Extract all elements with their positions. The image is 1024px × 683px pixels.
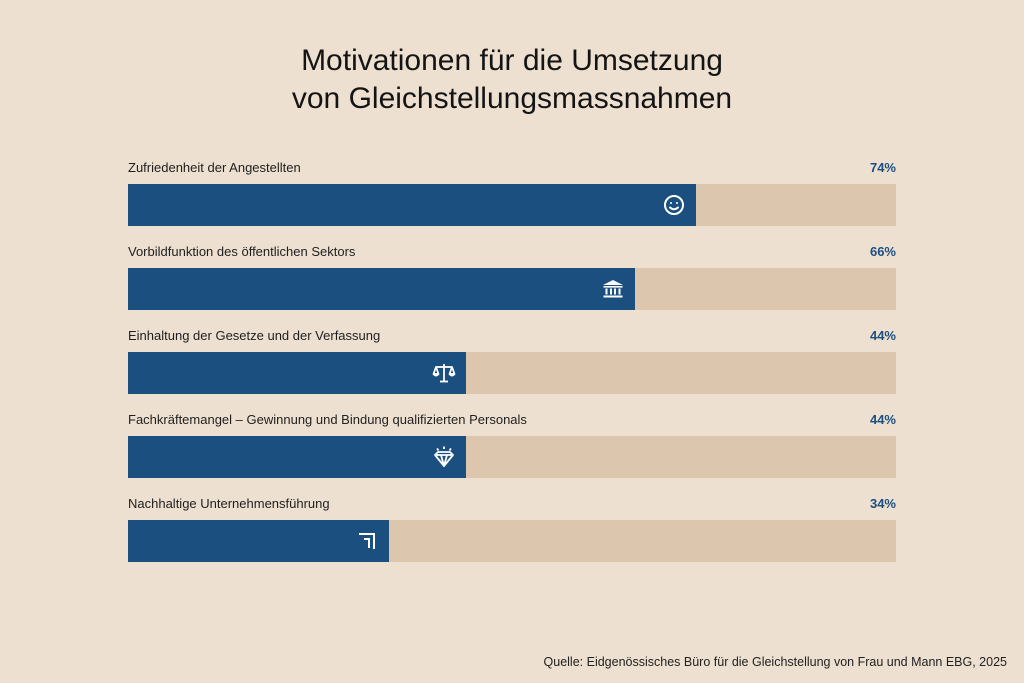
bar-value-label: 34% xyxy=(869,496,896,511)
bar-value-label: 66% xyxy=(869,244,896,259)
source-note: Quelle: Eidgenössisches Büro für die Gle… xyxy=(543,655,1007,669)
bar-fill xyxy=(128,520,389,562)
bar-fill xyxy=(128,184,696,226)
bar-value-label: 44% xyxy=(869,328,896,343)
bar-category-label: Vorbildfunktion des öffentlichen Sektors xyxy=(128,244,356,259)
scales-icon xyxy=(432,361,456,385)
government-building-icon xyxy=(601,277,625,301)
smiley-icon xyxy=(662,193,686,217)
bar-fill xyxy=(128,352,466,394)
bar-value-label: 74% xyxy=(869,160,896,175)
bar-row: Zufriedenheit der Angestellten 74% xyxy=(128,160,896,244)
bar-track xyxy=(128,520,896,562)
bar-category-label: Nachhaltige Unternehmensführung xyxy=(128,496,330,511)
bar-category-label: Einhaltung der Gesetze und der Verfassun… xyxy=(128,328,381,343)
bar-row: Einhaltung der Gesetze und der Verfassun… xyxy=(128,328,896,412)
chart-title: Motivationen für die Umsetzung von Gleic… xyxy=(0,42,1024,118)
chart-title-line-2: von Gleichstellungsmassnahmen xyxy=(291,82,733,115)
bar-track xyxy=(128,352,896,394)
bar-fill xyxy=(128,436,466,478)
bar-row: Vorbildfunktion des öffentlichen Sektors… xyxy=(128,244,896,328)
corner-arrow-icon xyxy=(355,529,379,553)
bar-track xyxy=(128,184,896,226)
chart-title-line-1: Motivationen für die Umsetzung xyxy=(301,44,723,77)
bar-track xyxy=(128,268,896,310)
diamond-icon xyxy=(432,445,456,469)
bar-track xyxy=(128,436,896,478)
bar-value-label: 44% xyxy=(869,412,896,427)
bar-row: Fachkräftemangel – Gewinnung und Bindung… xyxy=(128,412,896,496)
bar-category-label: Fachkräftemangel – Gewinnung und Bindung… xyxy=(128,412,527,427)
bar-row: Nachhaltige Unternehmensführung 34% xyxy=(128,496,896,580)
bar-category-label: Zufriedenheit der Angestellten xyxy=(128,160,301,175)
bar-fill xyxy=(128,268,635,310)
